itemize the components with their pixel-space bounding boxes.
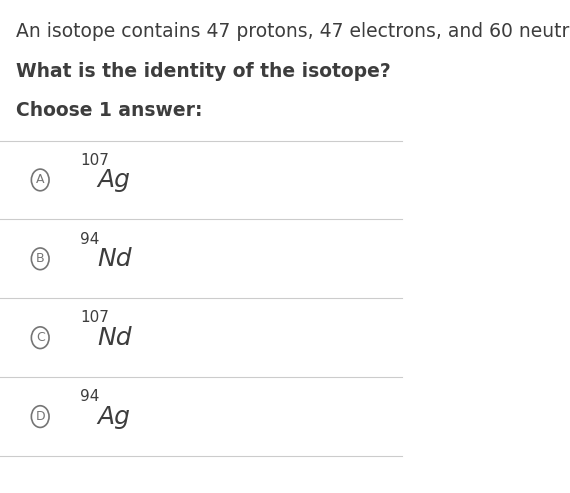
Text: Choose 1 answer:: Choose 1 answer: (16, 101, 202, 120)
Text: 107: 107 (80, 311, 109, 325)
Text: 94: 94 (80, 389, 100, 404)
Text: Ag: Ag (97, 405, 131, 428)
Text: 94: 94 (80, 232, 100, 246)
Text: B: B (36, 252, 44, 265)
Text: C: C (36, 331, 44, 344)
Text: 107: 107 (80, 153, 109, 168)
Text: Ag: Ag (97, 168, 131, 192)
Text: What is the identity of the isotope?: What is the identity of the isotope? (16, 62, 391, 81)
Text: Nd: Nd (97, 247, 132, 271)
Text: An isotope contains 47 protons, 47 electrons, and 60 neutrons.: An isotope contains 47 protons, 47 elect… (16, 22, 570, 41)
Text: Nd: Nd (97, 326, 132, 350)
Text: A: A (36, 174, 44, 186)
Text: D: D (35, 410, 45, 423)
